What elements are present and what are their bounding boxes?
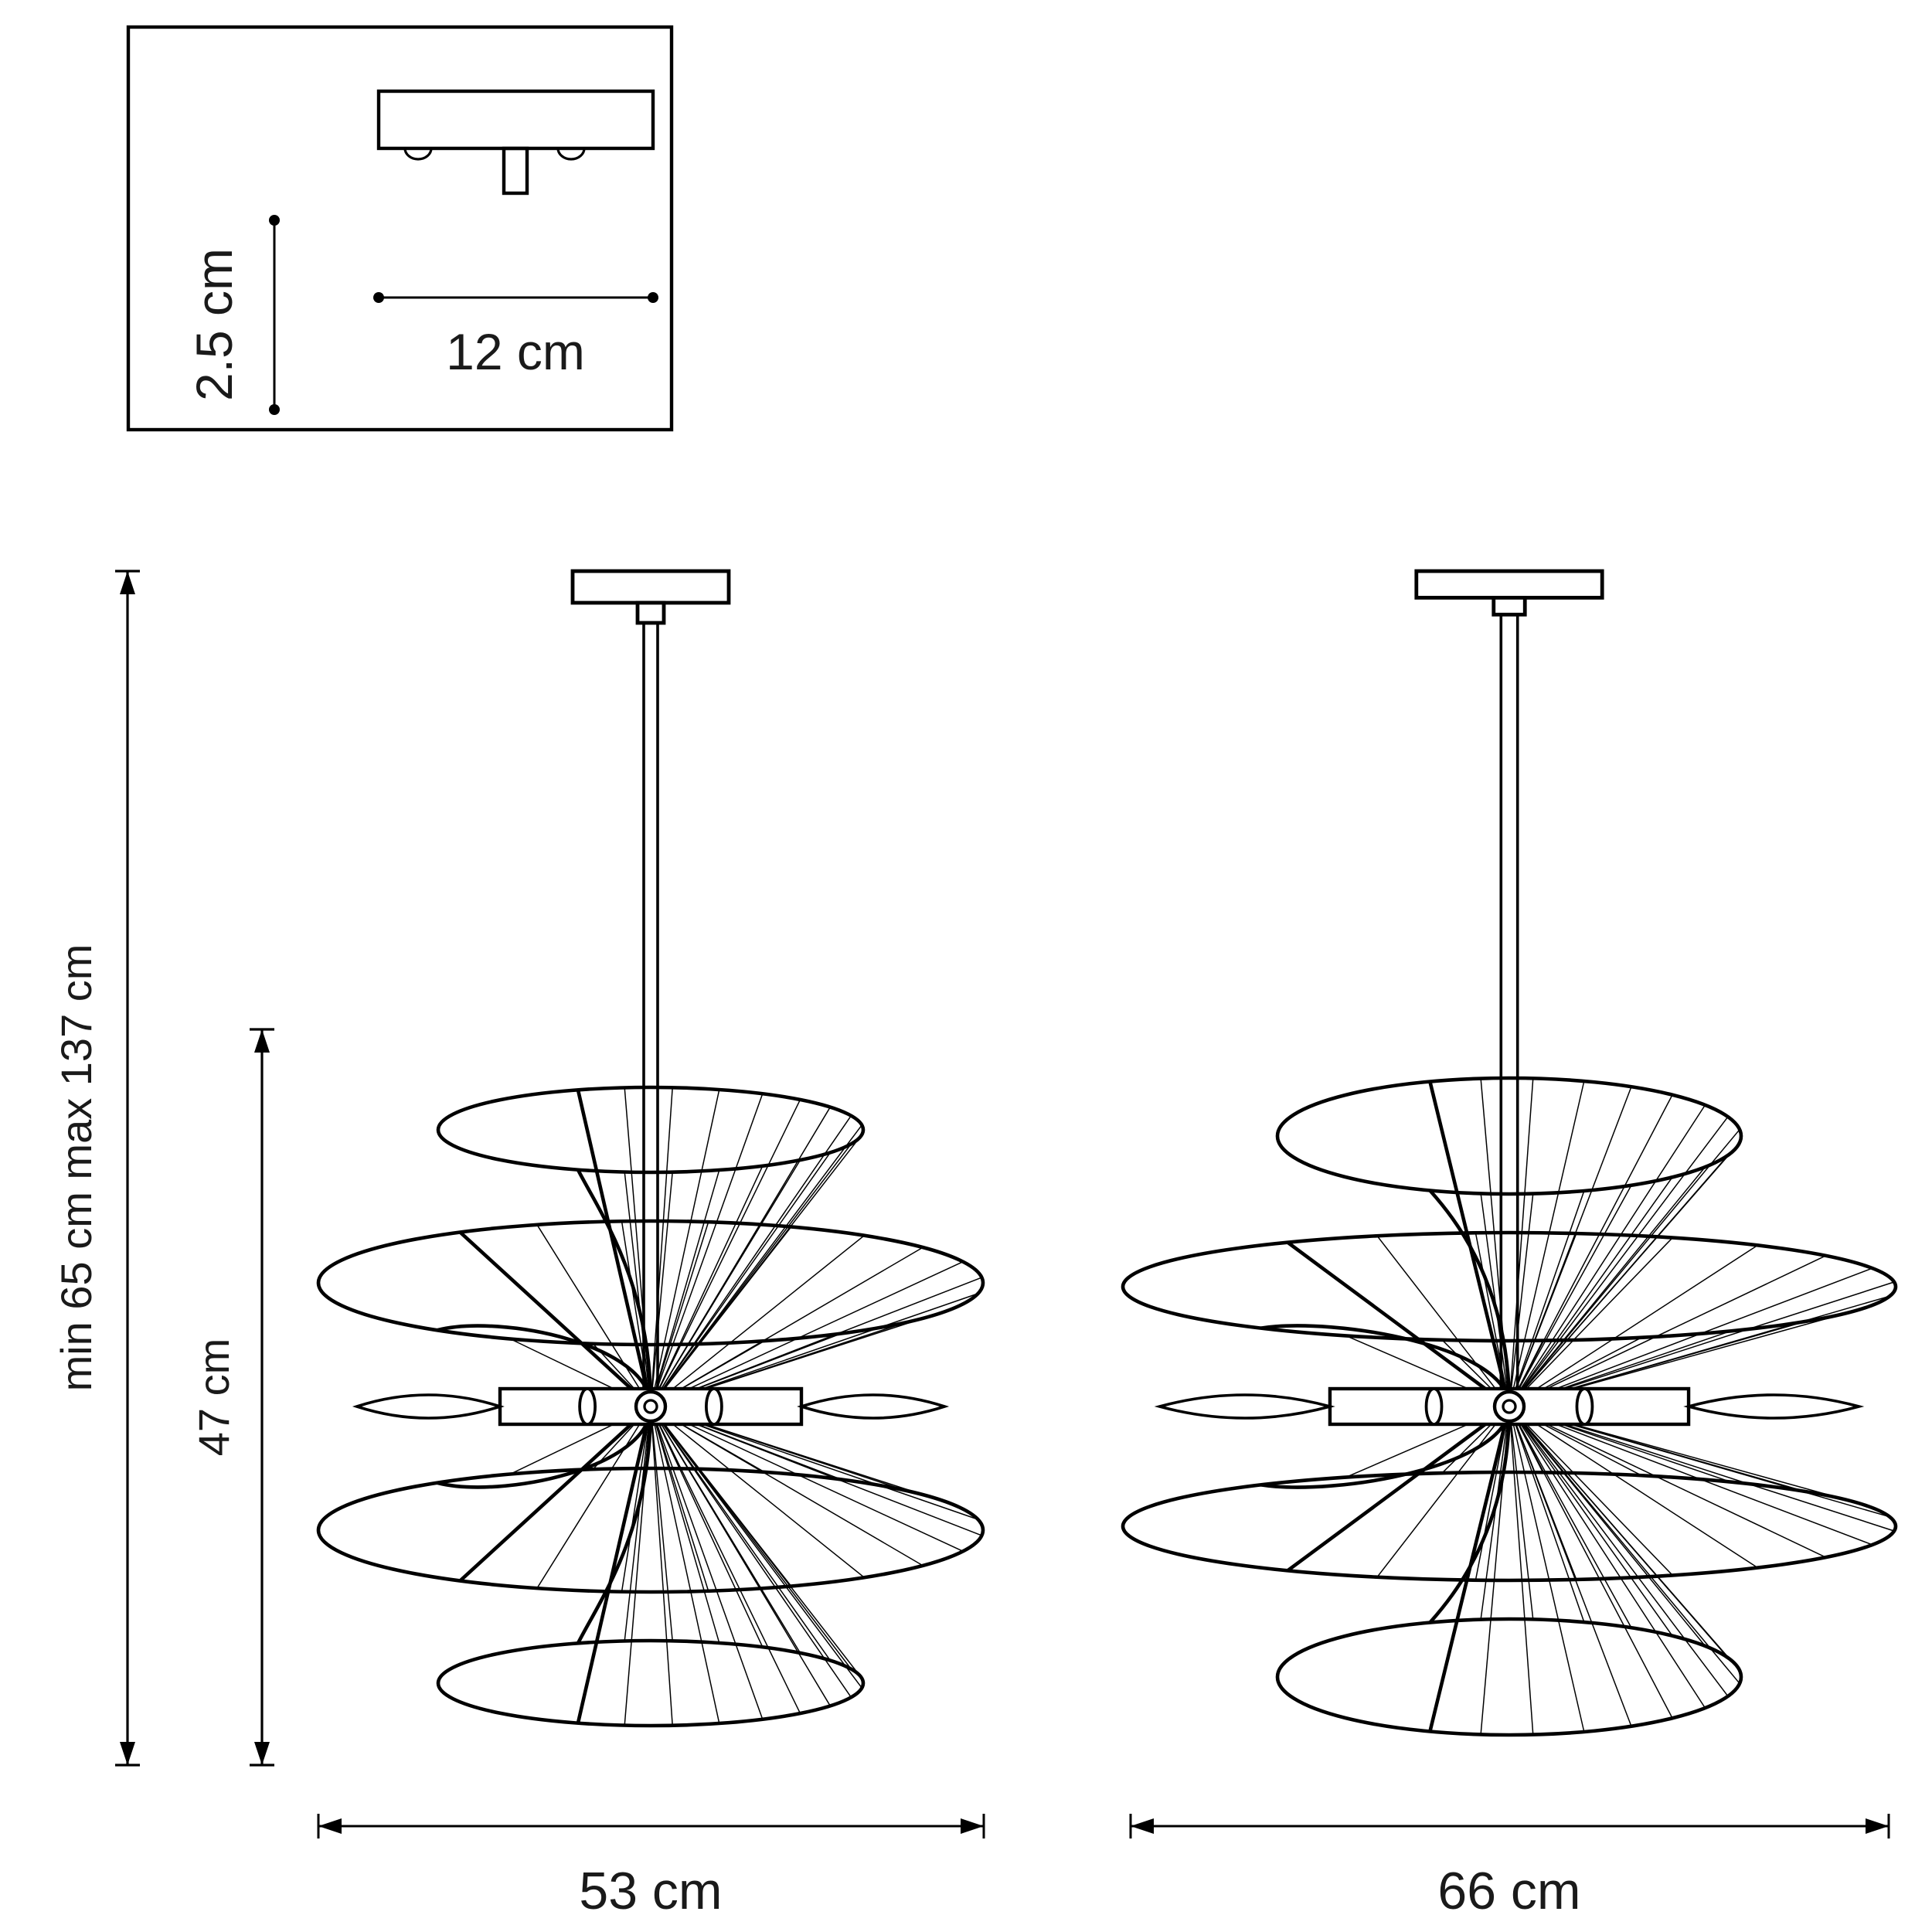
svg-text:12 cm: 12 cm	[446, 323, 585, 380]
svg-text:66 cm: 66 cm	[1437, 1862, 1580, 1920]
svg-text:min 65 cm max 137 cm: min 65 cm max 137 cm	[52, 944, 100, 1392]
svg-text:2.5 cm: 2.5 cm	[185, 248, 243, 401]
svg-text:47 cm: 47 cm	[189, 1338, 238, 1457]
svg-text:53 cm: 53 cm	[579, 1862, 722, 1920]
